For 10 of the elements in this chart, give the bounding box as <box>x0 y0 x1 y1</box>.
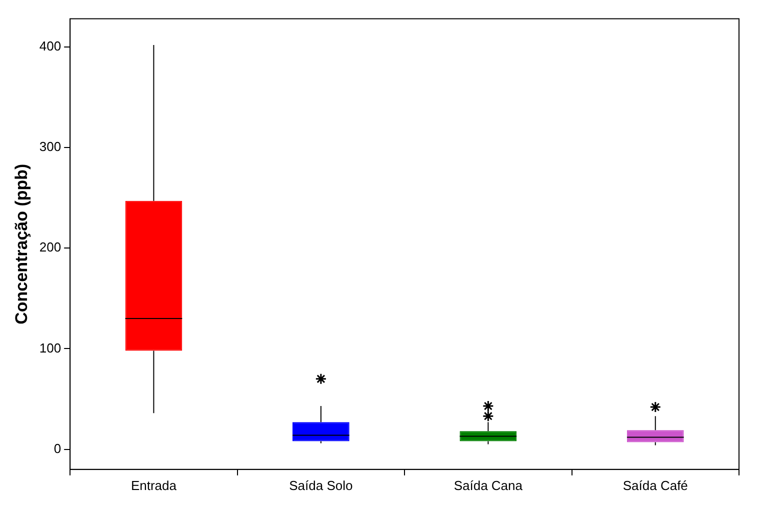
y-tick-label: 300 <box>39 139 62 154</box>
y-tick-label: 100 <box>39 340 62 356</box>
x-tick-label: Saída Solo <box>289 478 353 493</box>
x-tick-label: Entrada <box>130 478 178 493</box>
y-axis-title: Concentração (ppb) <box>12 164 31 324</box>
x-tick-label: Saída Cana <box>454 478 524 493</box>
y-tick-label: 0 <box>54 440 62 456</box>
y-tick-label: 400 <box>39 38 62 54</box>
y-tick-label: 200 <box>39 240 62 255</box>
x-tick-label: Saída Café <box>622 478 688 493</box>
